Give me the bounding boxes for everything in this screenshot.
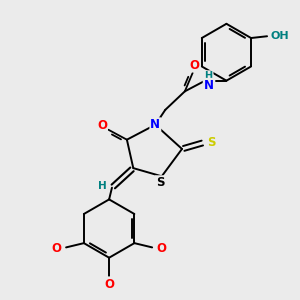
Text: O: O bbox=[52, 242, 61, 255]
Text: H: H bbox=[98, 181, 106, 191]
Text: S: S bbox=[208, 136, 216, 149]
Text: OH: OH bbox=[270, 31, 289, 41]
Text: O: O bbox=[157, 242, 167, 255]
Text: O: O bbox=[97, 119, 107, 132]
Text: O: O bbox=[104, 278, 114, 290]
Text: H: H bbox=[205, 71, 213, 81]
Text: S: S bbox=[156, 176, 164, 189]
Text: N: N bbox=[204, 79, 214, 92]
Text: O: O bbox=[189, 58, 200, 71]
Text: N: N bbox=[150, 118, 160, 131]
